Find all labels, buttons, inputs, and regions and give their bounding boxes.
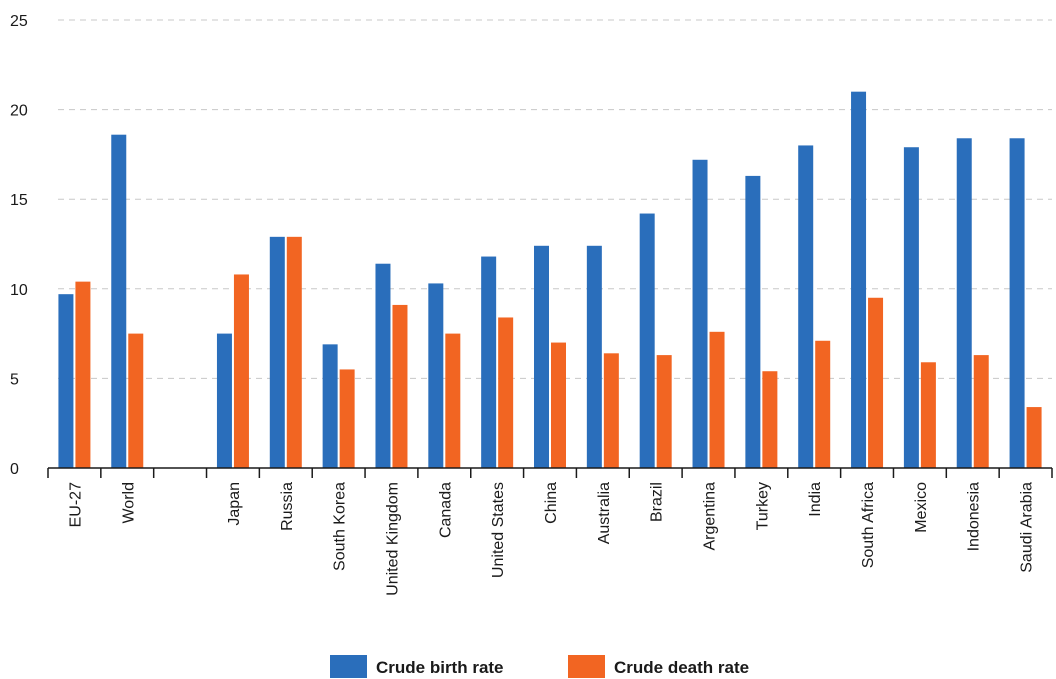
x-category-label: World	[120, 482, 137, 524]
x-category-label: South Korea	[332, 482, 349, 571]
bar-death	[445, 333, 461, 468]
bar-birth	[903, 147, 919, 468]
bar-death	[973, 355, 989, 468]
x-axis	[47, 467, 1053, 478]
y-tick-label: 15	[10, 192, 28, 209]
bar-death	[128, 333, 144, 468]
y-tick-label: 10	[10, 282, 28, 299]
bar-birth	[745, 175, 761, 469]
x-axis-labels: EU-27 World Japan Russia South Korea United K…	[67, 482, 1035, 596]
x-category-label: South Africa	[860, 482, 877, 568]
bar-birth	[375, 263, 391, 468]
bar-birth	[534, 245, 549, 468]
x-category-label: Australia	[596, 482, 613, 544]
x-category-label: Saudi Arabia	[1019, 482, 1036, 573]
legend: Crude birth rate Crude death rate	[330, 655, 749, 678]
bar-birth	[798, 145, 814, 468]
y-tick-label: 0	[10, 461, 19, 478]
bar-birth	[956, 138, 972, 468]
bar-birth	[1009, 138, 1025, 468]
x-category-label: Turkey	[754, 482, 771, 530]
x-category-label: EU-27	[67, 482, 84, 527]
x-category-label: United Kingdom	[384, 482, 401, 596]
x-category-label: Japan	[226, 482, 243, 526]
x-category-label: Mexico	[913, 482, 930, 533]
bar-death	[392, 304, 408, 468]
bar-birth	[269, 236, 285, 468]
bar-death	[603, 353, 619, 468]
legend-label: Crude death rate	[614, 658, 749, 677]
bar-death	[498, 317, 514, 468]
bar-death	[551, 342, 566, 468]
x-category-label: Russia	[279, 482, 296, 531]
bar-death	[815, 340, 831, 468]
bar-birth	[58, 294, 74, 468]
bar-death	[75, 281, 91, 468]
y-tick-label: 5	[10, 371, 19, 388]
bar-death	[233, 274, 249, 468]
bar-birth	[322, 344, 338, 468]
bar-birth	[692, 159, 708, 468]
bar-birth	[428, 283, 444, 468]
x-category-label: Argentina	[702, 482, 719, 551]
bar-death	[762, 371, 778, 468]
bar-death	[339, 369, 355, 468]
y-tick-label: 25	[10, 13, 28, 30]
bars	[58, 91, 1042, 469]
x-category-label: United States	[490, 482, 507, 578]
bar-death	[286, 236, 302, 468]
y-axis-ticks: 0 5 10 15 20 25	[10, 13, 28, 478]
bar-death	[868, 297, 884, 468]
bar-birth	[586, 245, 602, 468]
bar-death	[709, 331, 725, 468]
legend-swatch	[330, 655, 367, 678]
bar-birth	[111, 134, 127, 469]
bar-birth	[851, 91, 867, 469]
gridlines	[58, 19, 1052, 379]
y-tick-label: 20	[10, 103, 28, 120]
x-category-label: Indonesia	[966, 482, 983, 551]
bar-birth	[216, 333, 232, 468]
bar-birth	[639, 213, 655, 468]
x-category-label: China	[543, 482, 560, 524]
bar-birth	[481, 256, 497, 468]
x-category-label: Canada	[437, 482, 454, 538]
legend-label: Crude birth rate	[376, 658, 504, 677]
bar-death	[656, 355, 672, 468]
bar-death	[920, 362, 936, 468]
legend-swatch	[568, 655, 605, 678]
x-category-label: India	[807, 482, 824, 517]
x-category-label: Brazil	[649, 482, 666, 522]
bar-death	[1026, 407, 1042, 468]
